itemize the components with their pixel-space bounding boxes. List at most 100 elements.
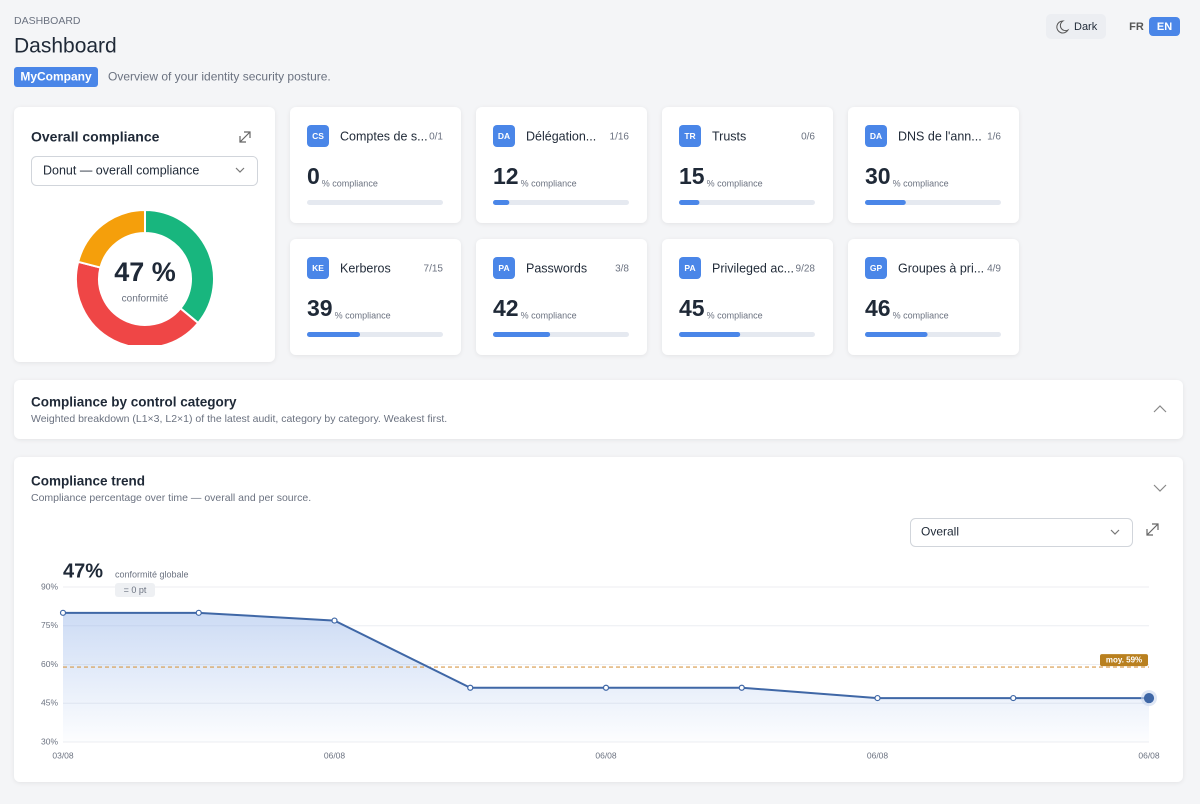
metric-card[interactable]: KE Kerberos 7/15 39% compliance — [290, 239, 461, 355]
metric-card[interactable]: DA DNS de l'ann... 1/6 30% compliance — [848, 107, 1019, 223]
delta-pill — [115, 583, 155, 597]
card-unit: % compliance — [322, 178, 378, 188]
card-ratio: 9/28 — [796, 264, 816, 275]
trend-chart: 30% 45% 60% 75% 90% 03/08 06/08 06/08 06/08 06/08… — [41, 581, 1160, 760]
area — [63, 612, 1149, 742]
chart-select-value[interactable]: Donut — overall compliance — [43, 163, 199, 177]
company-pill[interactable] — [14, 67, 98, 87]
card-bg[interactable] — [290, 107, 461, 223]
company-name[interactable]: MyCompany — [20, 70, 92, 84]
point — [467, 684, 474, 691]
card-value: 46 — [865, 295, 891, 321]
card-unit: % compliance — [893, 178, 949, 188]
y-tick-label: 45% — [41, 698, 58, 708]
section-subtitle: Weighted breakdown (L1×3, L2×1) of the l… — [31, 413, 447, 425]
card-ratio: 1/6 — [987, 132, 1001, 143]
card-badge — [493, 257, 515, 279]
metric-card[interactable]: TR Trusts 0/6 15% compliance — [662, 107, 833, 223]
card-bg[interactable] — [662, 239, 833, 355]
metric-card[interactable]: CS Comptes de s... 0/1 0% compliance — [290, 107, 461, 223]
card-name: Comptes de s... — [340, 129, 428, 143]
card-badge-text: DA — [498, 131, 510, 141]
chevron — [1110, 529, 1120, 535]
point — [331, 617, 338, 624]
card-unit: % compliance — [707, 310, 763, 320]
card-ratio: 0/1 — [429, 132, 443, 143]
overall-card — [14, 107, 275, 362]
card-ratio: 0/6 — [801, 132, 815, 143]
moon-icon — [1056, 20, 1070, 34]
card-unit: % compliance — [521, 310, 577, 320]
card-bg[interactable] — [290, 239, 461, 355]
trend-title: Compliance trend — [31, 474, 145, 489]
y-tick-label: 30% — [41, 736, 58, 746]
donut-segment — [75, 260, 200, 345]
card-badge-text: KE — [312, 263, 324, 273]
source-select-value[interactable]: Overall — [921, 525, 959, 539]
language-active[interactable] — [1149, 17, 1180, 36]
card-name: Délégation... — [526, 129, 596, 143]
point — [1010, 694, 1017, 702]
card-value: 0 — [307, 163, 320, 189]
card-badge-text: CS — [312, 131, 324, 141]
donut-segment — [76, 208, 146, 269]
card-badge-text: GP — [870, 263, 883, 273]
card-unit: % compliance — [707, 178, 763, 188]
card-bg[interactable] — [848, 239, 1019, 355]
card-bg[interactable] — [476, 107, 647, 223]
card-badge-text: PA — [498, 263, 509, 273]
progress-bar — [493, 332, 551, 337]
donut — [75, 208, 215, 345]
section-title: Compliance by control category — [31, 395, 237, 410]
expand-chevron[interactable] — [1153, 484, 1167, 492]
card-value: 42 — [493, 295, 519, 321]
card-badge — [679, 257, 701, 279]
card-badge-text: DA — [870, 131, 882, 141]
card-ratio: 4/9 — [987, 264, 1001, 275]
point — [602, 684, 610, 691]
page-title: Dashboard — [14, 35, 117, 58]
expand-icon[interactable] — [1146, 523, 1159, 536]
progress-bar — [679, 332, 741, 337]
card-badge-text: PA — [684, 263, 695, 273]
theme-label[interactable]: Dark — [1074, 21, 1098, 33]
category-section[interactable] — [14, 380, 1183, 439]
card-bg[interactable] — [476, 239, 647, 355]
card-badge — [307, 125, 329, 147]
point — [59, 609, 67, 616]
delta: = 0 pt — [124, 585, 147, 595]
expand-icon[interactable] — [239, 131, 251, 143]
card-name: Passwords — [526, 261, 587, 275]
card-bg[interactable] — [662, 107, 833, 223]
card-badge — [307, 257, 329, 279]
source-select[interactable] — [910, 518, 1133, 547]
card-unit: % compliance — [893, 310, 949, 320]
trend-subtitle: Compliance percentage over time — overal… — [31, 492, 311, 504]
y-tick-label: 60% — [41, 659, 58, 669]
metric-card[interactable]: PA Passwords 3/8 42% compliance — [476, 239, 647, 355]
progress-bar — [679, 200, 700, 205]
collapse-chevron[interactable] — [1153, 405, 1167, 413]
language-option[interactable]: EN — [1157, 21, 1172, 33]
metric-card[interactable]: DA Délégation... 1/16 12% compliance — [476, 107, 647, 223]
chart-select[interactable] — [31, 156, 258, 186]
progress-bar — [865, 200, 906, 205]
card-ratio: 3/8 — [615, 264, 629, 275]
card-unit: % compliance — [521, 178, 577, 188]
overall-title: Overall compliance — [31, 129, 160, 145]
y-tick-label: 90% — [41, 581, 58, 591]
card-value: 30 — [865, 163, 891, 189]
progress-bar — [865, 332, 928, 337]
progress-bar — [307, 332, 361, 337]
x-tick-label: 06/08 — [324, 750, 346, 760]
metric-card[interactable]: GP Groupes à pri... 4/9 46% compliance — [848, 239, 1019, 355]
language-switch: FR EN — [1129, 17, 1180, 36]
metric-card[interactable]: PA Privileged ac... 9/28 45% compliance — [662, 239, 833, 355]
card-name: Kerberos — [340, 261, 391, 275]
donut-center-caption: conformité — [122, 294, 169, 305]
card-bg[interactable] — [848, 107, 1019, 223]
language-option[interactable]: FR — [1129, 21, 1144, 33]
card-badge-text: TR — [684, 131, 695, 141]
card-ratio: 1/16 — [610, 132, 630, 143]
card-badge — [679, 125, 701, 147]
